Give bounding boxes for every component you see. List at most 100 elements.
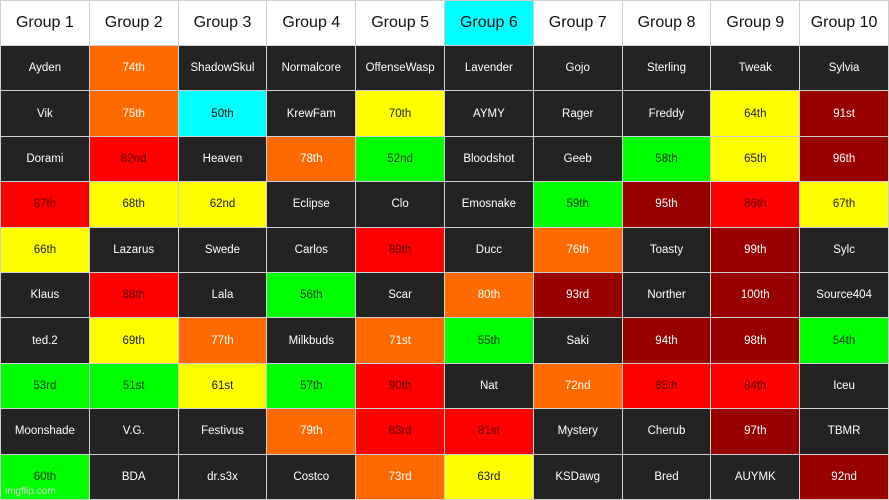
table-cell: 85th xyxy=(622,363,712,410)
table-cell: 65th xyxy=(711,136,801,183)
table-cell: 56th xyxy=(267,273,357,319)
table-cell: 81st xyxy=(445,409,534,455)
table-cell: 59th xyxy=(533,182,623,228)
table-cell: ted.2 xyxy=(1,318,90,364)
table-cell: Lala xyxy=(178,273,268,319)
table-cell: 69th xyxy=(89,318,179,364)
table-cell: Sylc xyxy=(800,227,889,273)
table-cell: 80th xyxy=(445,273,534,319)
table-cell: 97th xyxy=(711,409,801,455)
table-cell: 72nd xyxy=(533,363,623,410)
table-cell: Tweak xyxy=(711,46,801,92)
table-cell: 98th xyxy=(711,318,801,364)
table-cell: AYMY xyxy=(445,91,534,137)
table-cell: Cherub xyxy=(622,409,712,455)
table-cell: 95th xyxy=(622,182,712,228)
table-cell: TBMR xyxy=(800,409,889,455)
table-cell: 51st xyxy=(89,363,179,410)
table-cell: 76th xyxy=(533,227,623,273)
table-cell: Normalcore xyxy=(267,46,357,92)
watermark: imgflip.com xyxy=(5,486,56,497)
column-header: Group 3 xyxy=(178,1,268,46)
table-cell: 67th xyxy=(800,182,889,228)
table-cell: 55th xyxy=(445,318,534,364)
table-cell: Eclipse xyxy=(267,182,357,228)
table-cell: Emosnake xyxy=(445,182,534,228)
table-cell: 90th xyxy=(356,363,445,410)
table-cell: ShadowSkul xyxy=(178,46,268,92)
table-cell: 82nd xyxy=(89,136,179,183)
table-cell: 99th xyxy=(711,227,801,273)
table-cell: KrewFam xyxy=(267,91,357,137)
table-cell: 96th xyxy=(800,136,889,183)
table-cell: Festivus xyxy=(178,409,268,455)
table-cell: Bloodshot xyxy=(445,136,534,183)
table-cell: AUYMK xyxy=(711,454,801,500)
table-cell: 50th xyxy=(178,91,268,137)
table-cell: 92nd xyxy=(800,454,889,500)
column-header: Group 5 xyxy=(356,1,445,46)
table-cell: Lavender xyxy=(445,46,534,92)
table-cell: Iceu xyxy=(800,363,889,410)
table-cell: Dorami xyxy=(1,136,90,183)
table-cell: 78th xyxy=(267,136,357,183)
column-header: Group 1 xyxy=(1,1,90,46)
table-cell: 77th xyxy=(178,318,268,364)
table-cell: Mystery xyxy=(533,409,623,455)
table-cell: Clo xyxy=(356,182,445,228)
table-cell: 64th xyxy=(711,91,801,137)
table-cell: 93rd xyxy=(533,273,623,319)
table-cell: dr.s3x xyxy=(178,454,268,500)
table-cell: Gojo xyxy=(533,46,623,92)
table-cell: Bred xyxy=(622,454,712,500)
column-header: Group 9 xyxy=(711,1,801,46)
table-cell: 91st xyxy=(800,91,889,137)
table-cell: 73rd xyxy=(356,454,445,500)
table-cell: 58th xyxy=(622,136,712,183)
table-cell: 62nd xyxy=(178,182,268,228)
table-cell: Saki xyxy=(533,318,623,364)
table-cell: 83rd xyxy=(356,409,445,455)
table-cell: 79th xyxy=(267,409,357,455)
table-cell: 60th xyxy=(1,454,90,500)
table-cell: KSDawg xyxy=(533,454,623,500)
table-cell: 66th xyxy=(1,227,90,273)
table-cell: 68th xyxy=(89,182,179,228)
table-cell: Toasty xyxy=(622,227,712,273)
column-header: Group 8 xyxy=(622,1,712,46)
table-cell: Ayden xyxy=(1,46,90,92)
column-header: Group 4 xyxy=(267,1,357,46)
table-cell: Scar xyxy=(356,273,445,319)
table-cell: Vik xyxy=(1,91,90,137)
table-cell: Freddy xyxy=(622,91,712,137)
column-header: Group 2 xyxy=(89,1,179,46)
table-cell: Swede xyxy=(178,227,268,273)
table-cell: V.G. xyxy=(89,409,179,455)
table-cell: BDA xyxy=(89,454,179,500)
table-cell: Klaus xyxy=(1,273,90,319)
table-cell: 61st xyxy=(178,363,268,410)
table-cell: 63rd xyxy=(445,454,534,500)
table-cell: Ducc xyxy=(445,227,534,273)
table-cell: 74th xyxy=(89,46,179,92)
table-cell: 75th xyxy=(89,91,179,137)
table-cell: Rager xyxy=(533,91,623,137)
table-cell: Costco xyxy=(267,454,357,500)
table-cell: Moonshade xyxy=(1,409,90,455)
table-cell: Lazarus xyxy=(89,227,179,273)
table-cell: OffenseWasp xyxy=(356,46,445,92)
table-cell: 94th xyxy=(622,318,712,364)
table-cell: Geeb xyxy=(533,136,623,183)
table-cell: 87th xyxy=(1,182,90,228)
table-cell: Carlos xyxy=(267,227,357,273)
table-cell: 70th xyxy=(356,91,445,137)
table-cell: 71st xyxy=(356,318,445,364)
table-cell: 52nd xyxy=(356,136,445,183)
column-header: Group 7 xyxy=(533,1,623,46)
column-header: Group 10 xyxy=(800,1,889,46)
table-cell: Norther xyxy=(622,273,712,319)
table-cell: Nat xyxy=(445,363,534,410)
table-cell: 54th xyxy=(800,318,889,364)
table-cell: 100th xyxy=(711,273,801,319)
